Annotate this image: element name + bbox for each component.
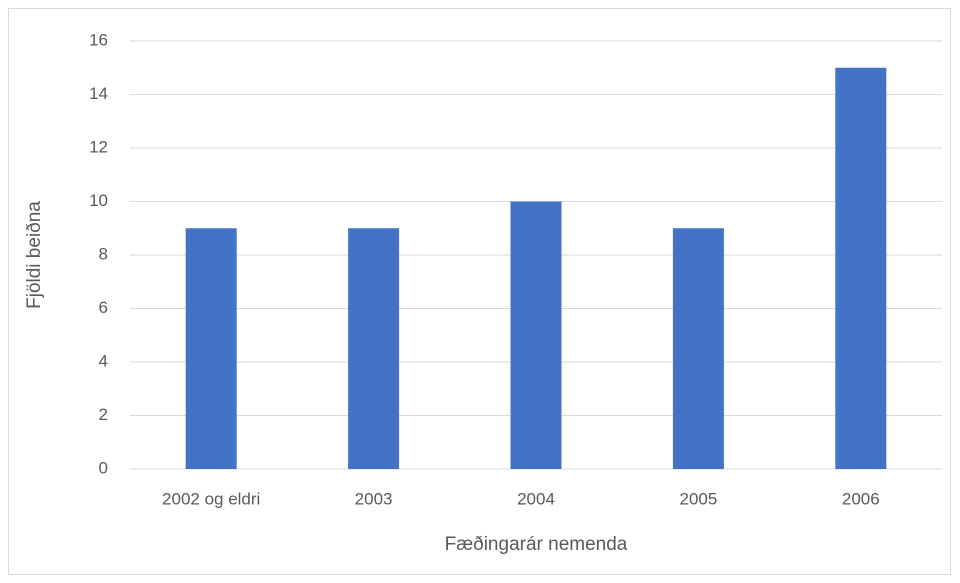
x-tick-label: 2002 og eldri xyxy=(162,489,260,508)
bar xyxy=(672,228,724,469)
bar xyxy=(510,201,562,469)
bar xyxy=(348,228,400,469)
y-tick-label: 2 xyxy=(99,405,108,424)
x-tick-label: 2004 xyxy=(517,489,555,508)
y-tick-label: 4 xyxy=(99,351,108,370)
y-tick-label: 0 xyxy=(99,458,108,477)
y-tick-label: 12 xyxy=(89,137,108,156)
chart-border xyxy=(8,8,951,575)
y-tick-label: 8 xyxy=(99,244,108,263)
x-tick-label: 2005 xyxy=(679,489,717,508)
bar xyxy=(185,228,237,469)
x-tick-label: 2003 xyxy=(355,489,393,508)
bar xyxy=(835,67,887,469)
y-tick-label: 14 xyxy=(89,84,108,103)
y-tick-label: 16 xyxy=(89,30,108,49)
y-tick-label: 10 xyxy=(89,191,108,210)
y-tick-label: 6 xyxy=(99,298,108,317)
x-axis-title: Fæðingarár nemenda xyxy=(445,534,628,555)
y-axis-title: Fjöldi beiðna xyxy=(24,201,45,309)
x-tick-label: 2006 xyxy=(842,489,880,508)
